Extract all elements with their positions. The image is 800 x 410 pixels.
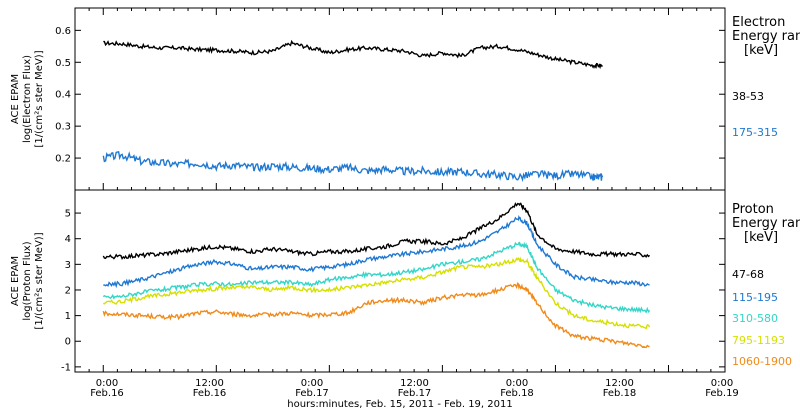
electron-ytick-label: 0.6 [55,26,71,37]
proton-series-795-1193 [103,256,651,330]
electron-ylabel-line-2: log(Electron Flux) [22,55,33,143]
proton-legend-title-2: Energy ran [732,216,800,231]
proton-panel: -1 0 1 2 3 4 5 ACE EPAM log(Proton Flux) [1/(c… [10,189,800,373]
proton-series-310-580 [102,241,651,314]
proton-legend-1060-1900: 1060-1900 [732,355,792,368]
x-tick-date: Feb.16 [90,388,124,399]
proton-series [102,202,651,349]
electron-legend-title-2: Energy ran [732,29,800,44]
electron-ytick-label: 0.5 [55,58,71,69]
proton-ylabel-line-1: ACE EPAM [10,256,21,306]
electron-ytick-label: 0.4 [55,90,71,101]
proton-ylabel-line-3: [1/(cm²s ster MeV)] [34,232,45,329]
proton-ytick-label: 4 [65,234,71,245]
proton-legend: Proton Energy ran [keV] 47-68 115-195 31… [732,202,800,368]
x-tick-time: 12:00 [605,378,634,389]
x-tick-date: Feb.17 [295,388,329,399]
proton-legend-795-1193: 795-1193 [732,334,785,347]
x-tick-date: Feb.16 [193,388,227,399]
x-tick-time: 12:00 [195,378,224,389]
electron-series-38-53 [103,39,603,70]
proton-legend-title-3: [keV] [744,230,778,245]
electron-legend-title-3: [keV] [744,43,778,58]
x-tick-time: 12:00 [400,378,429,389]
proton-series-47-68 [102,202,651,261]
x-axis: 0:00Feb.1612:00Feb.160:00Feb.1712:00Feb.… [74,8,739,399]
electron-ylabel-line-3: [1/(cm²s ster MeV)] [34,50,45,147]
electron-panel: 0.2 0.3 0.4 0.5 0.6 ACE EPAM log(Electron Fl… [10,7,800,191]
electron-ytick-label: 0.2 [55,154,71,165]
proton-ytick-label: 2 [65,285,71,296]
x-tick-time: 0:00 [96,378,118,389]
x-tick-date: Feb.17 [398,388,432,399]
proton-legend-115-195: 115-195 [732,291,778,304]
proton-ylabel-line-2: log(Proton Flux) [22,241,33,320]
proton-ytick-label: 3 [65,260,71,271]
proton-ytick-label: 5 [65,209,71,220]
proton-legend-47-68: 47-68 [732,268,764,281]
x-axis-label: hours:minutes, Feb. 15, 2011 - Feb. 19, … [287,399,512,410]
proton-ytick-label: 1 [65,311,71,322]
x-tick-date: Feb.18 [603,388,637,399]
proton-legend-310-580: 310-580 [732,312,778,325]
proton-y-ticks: -1 0 1 2 3 4 5 [61,209,725,373]
x-tick-time: 0:00 [506,378,528,389]
electron-legend: Electron Energy ran [keV] 38-53 175-315 [732,15,800,139]
proton-ytick-label: -1 [61,362,71,373]
electron-legend-title-1: Electron [732,15,785,30]
electron-legend-38-53: 38-53 [732,90,764,103]
proton-series-1060-1900 [102,281,650,349]
proton-series-115-195 [103,214,650,289]
electron-series-175-315 [102,150,604,183]
x-tick-date: Feb.18 [500,388,534,399]
electron-y-ticks: 0.2 0.3 0.4 0.5 0.6 [55,26,725,165]
x-tick-date: Feb.19 [705,388,739,399]
electron-ylabel-line-1: ACE EPAM [10,74,21,124]
electron-legend-175-315: 175-315 [732,126,778,139]
electron-ytick-label: 0.3 [55,122,71,133]
proton-ytick-label: 0 [65,337,71,348]
electron-series [102,39,604,183]
proton-legend-title-1: Proton [732,202,774,217]
x-tick-time: 0:00 [301,378,323,389]
x-tick-time: 0:00 [711,378,733,389]
